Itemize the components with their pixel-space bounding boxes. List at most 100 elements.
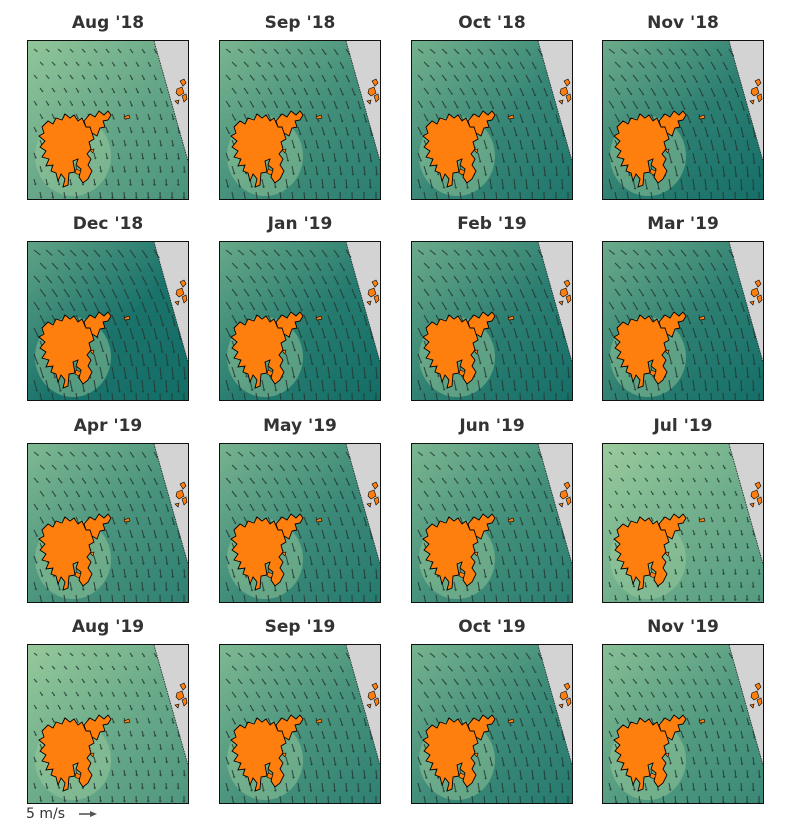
wind-arrow-head <box>226 789 230 792</box>
franz-josef-land-island <box>563 279 571 288</box>
wind-arrow <box>465 74 471 81</box>
wind-arrow-head <box>676 669 679 672</box>
wind-arrow <box>153 327 158 339</box>
wind-arrow-head <box>710 520 714 523</box>
wind-arrow <box>165 301 170 312</box>
wind-arrow-head <box>481 52 484 55</box>
wind-arrow-head <box>751 188 756 191</box>
wind-arrow-head <box>311 336 315 339</box>
wind-arrow <box>435 113 440 121</box>
wind-arrow-head <box>347 80 351 83</box>
wind-arrow-head <box>700 669 703 672</box>
wind-arrow <box>549 704 553 713</box>
wind-arrow <box>513 301 518 310</box>
wind-arrow-head <box>317 523 320 526</box>
wind-arrow <box>656 275 662 283</box>
wind-arrow <box>734 87 739 96</box>
wind-arrow <box>477 379 481 390</box>
wind-arrow-head <box>675 493 678 496</box>
wind-arrow-head <box>421 78 424 81</box>
wind-arrow-head <box>421 655 424 658</box>
wind-arrow <box>345 48 350 55</box>
wind-arrow-head <box>305 93 309 96</box>
wind-arrow-head <box>544 121 548 124</box>
wind-arrow <box>303 464 309 471</box>
wind-arrow-head <box>671 308 674 311</box>
wind-arrow <box>129 529 133 537</box>
wind-arrow-head <box>708 54 711 57</box>
wind-arrow-head <box>651 493 654 496</box>
wind-arrow-head <box>123 170 127 173</box>
map-frame <box>27 644 189 804</box>
wind-arrow <box>549 730 553 739</box>
wind-arrow <box>297 249 304 256</box>
wind-arrow-head <box>178 337 182 341</box>
wind-arrow-head <box>300 656 303 659</box>
wind-arrow-head <box>682 709 685 712</box>
svalbard-land <box>613 682 763 792</box>
wind-arrow-head <box>271 267 274 270</box>
wind-arrow <box>495 516 499 524</box>
wind-arrow <box>357 100 361 108</box>
wind-arrow-head <box>154 364 158 367</box>
wind-arrow-head <box>491 107 495 110</box>
wind-arrow-head <box>321 186 325 189</box>
wind-arrow-head <box>672 281 675 284</box>
wind-arrow <box>93 48 97 53</box>
wind-arrow <box>507 594 510 602</box>
wind-arrow-head <box>550 738 554 741</box>
wind-arrow <box>423 490 428 496</box>
wind-arrow-head <box>293 349 297 352</box>
wind-arrow-head <box>117 734 121 737</box>
wind-arrow <box>45 178 48 184</box>
wind-arrow <box>722 542 725 548</box>
wind-arrow <box>351 366 354 377</box>
wind-arrow-head <box>298 563 302 566</box>
wind-arrow-head <box>137 496 140 499</box>
wind-arrow-head <box>660 80 663 83</box>
wind-arrow <box>33 503 38 510</box>
wind-arrow <box>710 113 715 123</box>
wind-arrow <box>63 262 70 270</box>
small-island <box>123 114 131 120</box>
wind-arrow <box>632 503 636 508</box>
wind-arrow-head <box>543 777 547 781</box>
wind-arrow-head <box>147 774 151 777</box>
wind-arrow-head <box>99 170 103 173</box>
wind-arrow-head <box>424 575 428 578</box>
franz-josef-land-island <box>559 86 569 97</box>
wind-arrow <box>303 262 309 270</box>
wind-arrow-head <box>496 549 500 552</box>
wind-arrow <box>255 594 258 602</box>
wind-arrow <box>477 652 483 658</box>
franz-josef-land-island <box>558 300 564 306</box>
wind-arrow-head <box>288 482 291 485</box>
wind-arrow <box>231 288 237 296</box>
wind-arrow <box>159 314 164 325</box>
wind-arrow-head <box>492 308 495 311</box>
wind-arrow-head <box>141 589 145 592</box>
wind-arrow <box>453 379 457 390</box>
franz-josef-land-island <box>754 682 762 691</box>
wind-arrow <box>620 503 624 508</box>
wind-arrow-head <box>618 93 621 95</box>
wind-arrow <box>435 717 440 725</box>
wind-arrow-head <box>131 51 134 54</box>
wind-arrow-head <box>142 78 146 81</box>
franz-josef-land-island <box>174 502 180 508</box>
wind-arrow <box>339 542 343 551</box>
wind-arrow-head <box>719 81 722 84</box>
wind-arrow <box>333 126 337 135</box>
wind-arrow-head <box>638 801 642 803</box>
wind-arrow <box>608 48 615 54</box>
wind-arrow-head <box>328 120 332 123</box>
wind-arrow <box>225 100 230 107</box>
wind-arrow-head <box>48 481 51 484</box>
wind-arrow-head <box>418 388 422 391</box>
wind-arrow-head <box>723 696 727 699</box>
wind-arrow-head <box>555 148 560 151</box>
wind-arrow <box>129 48 133 53</box>
wind-arrow-head <box>474 93 477 96</box>
wind-arrow <box>447 262 453 269</box>
wind-arrow-head <box>111 144 115 147</box>
